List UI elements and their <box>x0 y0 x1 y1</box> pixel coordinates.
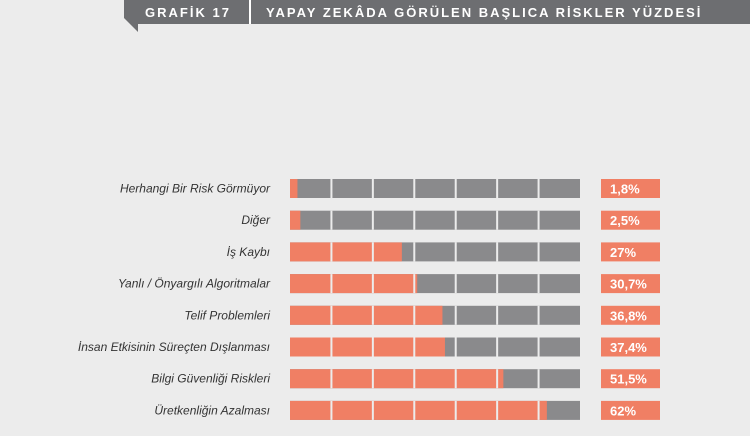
category-label: Diğer <box>241 213 271 227</box>
chart-number-label: GRAFİK 17 <box>145 5 231 20</box>
gridline <box>371 305 374 325</box>
gridline <box>496 337 499 357</box>
bar <box>290 179 298 198</box>
category-label: Telif Problemleri <box>184 308 270 322</box>
value-badge <box>601 179 660 198</box>
gridline <box>371 337 374 357</box>
bar <box>290 369 504 389</box>
value-badge <box>601 242 660 262</box>
gridline <box>413 274 416 294</box>
gridline <box>371 242 374 262</box>
value-label: 30,7% <box>610 277 647 292</box>
header-banner-shapes <box>124 0 750 32</box>
gridline <box>537 179 540 198</box>
value-badge <box>601 210 660 230</box>
gridline <box>454 400 457 420</box>
gridline <box>413 369 416 389</box>
gridline <box>537 400 540 420</box>
gridline <box>496 400 499 420</box>
gridline <box>330 210 333 230</box>
gridline <box>454 274 457 294</box>
value-label: 2,5% <box>610 213 640 228</box>
gridline <box>413 210 416 230</box>
value-label: 62% <box>610 403 636 418</box>
gridline <box>454 210 457 230</box>
gridline <box>496 242 499 262</box>
category-label: Üretkenliğin Azalması <box>154 403 270 417</box>
bar <box>290 400 547 420</box>
gridline <box>537 337 540 357</box>
gridline <box>537 242 540 262</box>
gridline <box>413 242 416 262</box>
category-label: Bilgi Güvenliği Riskleri <box>151 372 270 386</box>
bar <box>290 210 301 230</box>
gridline <box>330 369 333 389</box>
gridline <box>413 305 416 325</box>
gridline <box>454 179 457 198</box>
chart-header: GRAFİK 17 YAPAY ZEKÂDA GÖRÜLEN BAŞLICA R… <box>0 0 750 32</box>
gridline <box>496 369 499 389</box>
gridline <box>371 274 374 294</box>
gridline <box>413 337 416 357</box>
gridline <box>454 305 457 325</box>
gridline <box>537 369 540 389</box>
gridline <box>537 210 540 230</box>
gridline <box>371 179 374 198</box>
gridline <box>330 305 333 325</box>
gridline <box>330 337 333 357</box>
value-badge <box>601 337 660 357</box>
gridline <box>413 179 416 198</box>
gridline <box>537 305 540 325</box>
value-label: 51,5% <box>610 372 647 387</box>
gridline <box>454 369 457 389</box>
banner-divider <box>249 0 251 24</box>
tab-banner-shape <box>124 0 250 32</box>
value-badge <box>601 274 660 294</box>
gridline <box>496 305 499 325</box>
bar-track <box>290 179 580 198</box>
gridline <box>330 179 333 198</box>
gridline <box>496 179 499 198</box>
gridline <box>496 210 499 230</box>
gridline <box>496 274 499 294</box>
gridline <box>330 274 333 294</box>
category-label: Yanlı / Önyargılı Algoritmalar <box>118 277 271 291</box>
bar <box>290 337 445 357</box>
bar <box>290 242 402 262</box>
gridline <box>330 400 333 420</box>
bar <box>290 274 418 294</box>
category-label: İnsan Etkisinin Süreçten Dışlanması <box>78 340 270 354</box>
gridline <box>413 400 416 420</box>
value-label: 36,8% <box>610 308 647 323</box>
category-label: Herhangi Bir Risk Görmüyor <box>120 182 271 196</box>
value-badge <box>601 369 660 389</box>
chart-title: YAPAY ZEKÂDA GÖRÜLEN BAŞLICA RİSKLER YÜZ… <box>266 5 703 20</box>
value-label: 27% <box>610 245 636 260</box>
bar <box>290 305 443 325</box>
value-label: 1,8% <box>610 182 640 197</box>
title-banner-shape <box>250 0 750 24</box>
category-label: İş Kaybı <box>227 245 270 259</box>
bar-track <box>290 210 580 230</box>
gridline <box>371 400 374 420</box>
gridline <box>454 337 457 357</box>
gridline <box>330 242 333 262</box>
value-badge <box>601 305 660 325</box>
gridline <box>537 274 540 294</box>
gridline <box>371 369 374 389</box>
gridline <box>454 242 457 262</box>
gridline <box>371 210 374 230</box>
value-label: 37,4% <box>610 340 647 355</box>
value-badge <box>601 400 660 420</box>
